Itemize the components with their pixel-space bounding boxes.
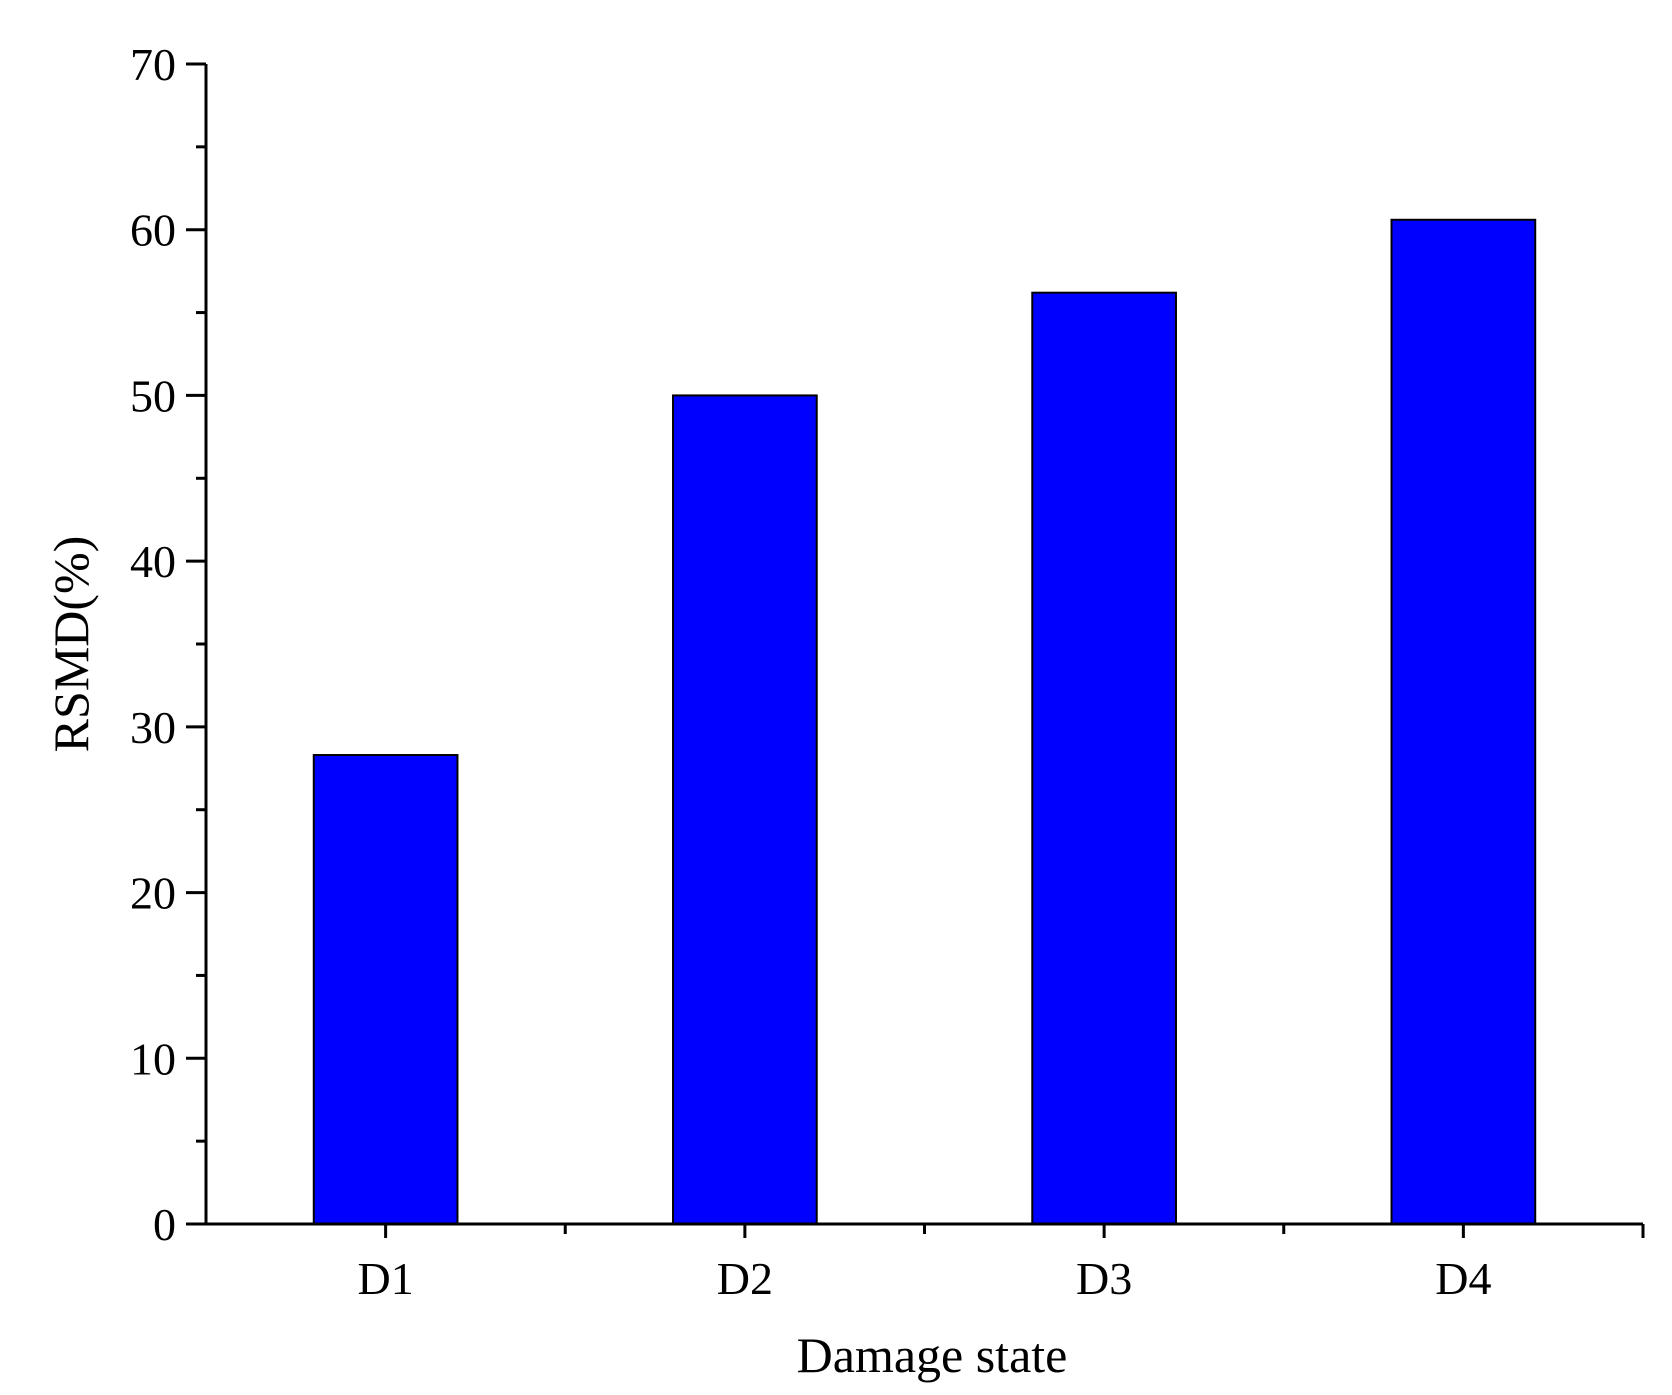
y-tick-label-20: 20 xyxy=(130,868,176,919)
x-tick-label-d4: D4 xyxy=(1435,1253,1491,1304)
y-ticks: 0 10 20 30 40 50 60 70 xyxy=(130,39,206,1250)
bar-d4 xyxy=(1390,218,1537,1225)
y-tick-label-60: 60 xyxy=(130,205,176,256)
x-ticks: D1 D2 D3 D4 xyxy=(358,1224,1645,1304)
y-axis-title: RSMD(%) xyxy=(43,536,99,753)
bar-d3 xyxy=(1031,291,1177,1225)
x-axis-title: Damage state xyxy=(797,1327,1068,1383)
bar-d1 xyxy=(312,754,459,1225)
y-tick-label-10: 10 xyxy=(130,1033,176,1084)
x-tick-label-d1: D1 xyxy=(358,1253,414,1304)
x-tick-label-d3: D3 xyxy=(1076,1253,1132,1304)
y-tick-label-30: 30 xyxy=(130,702,176,753)
y-tick-label-50: 50 xyxy=(130,370,176,421)
y-tick-label-0: 0 xyxy=(153,1199,176,1250)
bar-d2 xyxy=(672,394,818,1225)
x-tick-label-d2: D2 xyxy=(717,1253,773,1304)
y-tick-label-40: 40 xyxy=(130,536,176,587)
y-tick-label-70: 70 xyxy=(130,39,176,90)
bars xyxy=(312,218,1537,1225)
